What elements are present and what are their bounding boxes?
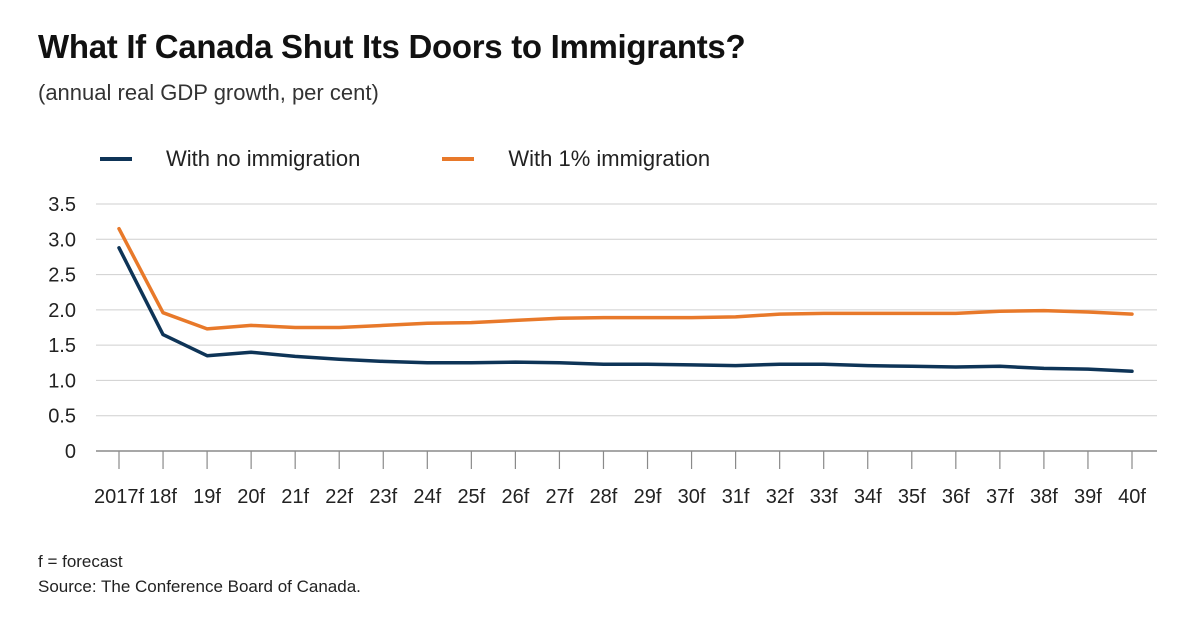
x-tick-label: 23f: [369, 486, 397, 508]
x-tick-label: 30f: [678, 486, 706, 508]
legend-swatch-1pct-immigration: [442, 157, 475, 161]
x-tick-label: 32f: [766, 486, 794, 508]
series-lines: [117, 226, 1134, 374]
x-tick-label: 20f: [237, 486, 265, 508]
y-tick-label: 3.0: [48, 229, 76, 251]
y-tick-label: 1.0: [48, 370, 76, 392]
x-tick-label: 40f: [1118, 486, 1146, 508]
x-tick-label: 38f: [1030, 486, 1058, 508]
gridlines: [96, 203, 1157, 417]
x-tick-label: 33f: [810, 486, 838, 508]
x-tick-label: 39f: [1074, 486, 1102, 508]
y-tick-label: 3.5: [48, 194, 76, 216]
x-tick-label: 31f: [722, 486, 750, 508]
source-note: Source: The Conference Board of Canada.: [38, 577, 361, 596]
x-tick-label: 25f: [457, 486, 485, 508]
legend-label-no-immigration: With no immigration: [166, 146, 361, 171]
chart-subtitle: (annual real GDP growth, per cent): [38, 80, 379, 105]
footnote: f = forecast: [38, 552, 123, 571]
legend-label-1pct-immigration: With 1% immigration: [508, 146, 711, 171]
y-tick-label: 2.0: [48, 300, 76, 322]
x-tick-label: 24f: [413, 486, 441, 508]
y-tick-label: 0: [65, 441, 76, 463]
y-tick-label: 0.5: [48, 406, 76, 428]
x-tick-label: 35f: [898, 486, 926, 508]
legend-item-1pct-immigration: With 1% immigration: [442, 146, 710, 172]
x-tick-label: 21f: [281, 486, 309, 508]
x-tick-label: 27f: [546, 486, 574, 508]
x-tick-label: 36f: [942, 486, 970, 508]
x-tick-label: 18f: [149, 486, 177, 508]
x-tick-label: 29f: [634, 486, 662, 508]
x-tick-label: 2017f: [94, 486, 144, 508]
series-line-1pct-immigration: [117, 226, 1134, 331]
x-axis: 2017f 18f 19f 20f 21f 22f 23f 24f 25f 26f 27f 28f 29…: [94, 450, 1157, 508]
legend-swatch-no-immigration: [100, 157, 132, 161]
y-tick-label: 2.5: [48, 265, 76, 287]
x-tick-label: 37f: [986, 486, 1014, 508]
chart-title: What If Canada Shut Its Doors to Immigra…: [38, 28, 746, 65]
legend: With no immigration With 1% immigration: [100, 146, 710, 172]
y-axis: 0 0.5 1.0 1.5 2.0 2.5 3.0 3.5: [48, 194, 76, 463]
x-tick-label: 34f: [854, 486, 882, 508]
x-tick-label: 19f: [193, 486, 221, 508]
x-tick-label: 26f: [501, 486, 529, 508]
y-tick-label: 1.5: [48, 335, 76, 357]
x-tick-label: 22f: [325, 486, 353, 508]
series-line-no-immigration: [117, 246, 1134, 374]
legend-item-no-immigration: With no immigration: [100, 146, 360, 172]
x-tick-label: 28f: [590, 486, 618, 508]
